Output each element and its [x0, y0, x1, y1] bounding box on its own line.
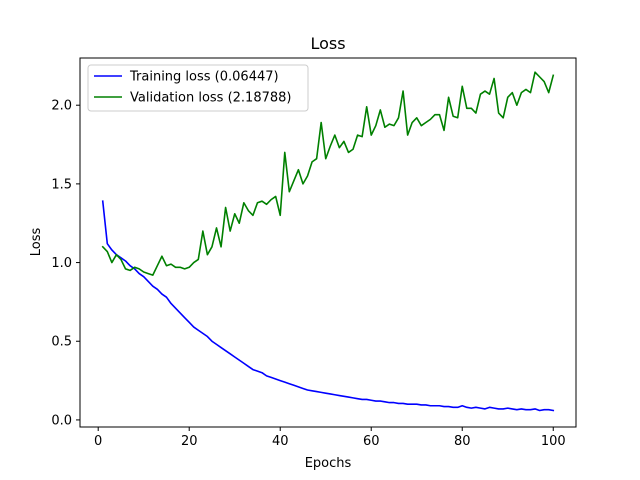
chart-title: Loss — [310, 34, 345, 53]
x-tick-label: 80 — [454, 434, 471, 449]
x-tick-label: 40 — [272, 434, 289, 449]
legend-box — [87, 64, 309, 112]
x-tick-label: 20 — [181, 434, 198, 449]
x-axis-label: Epochs — [305, 456, 352, 471]
legend-entry-label: Training loss (0.06447) — [129, 70, 279, 85]
training-loss-line — [101, 200, 555, 412]
y-tick-label: 2.0 — [51, 99, 72, 114]
y-axis-label: Loss — [29, 228, 44, 257]
validation-loss-line — [101, 71, 555, 276]
x-tick-label: 0 — [94, 434, 102, 449]
x-tick-label: 100 — [541, 434, 566, 449]
x-tick-label: 60 — [363, 434, 380, 449]
y-tick-label: 0.5 — [51, 335, 72, 350]
y-tick-label: 0.0 — [51, 413, 72, 428]
y-tick-label: 1.5 — [51, 177, 72, 192]
plot-frame — [79, 57, 577, 428]
legend: Training loss (0.06447) Validation loss (… — [87, 64, 309, 112]
plot-area: 0 20 40 60 80 100 0.0 0.5 1.0 1.5 2.0 — [51, 57, 577, 449]
y-tick-label: 1.0 — [51, 256, 72, 271]
legend-entry-label: Validation loss (2.18788) — [130, 91, 291, 106]
